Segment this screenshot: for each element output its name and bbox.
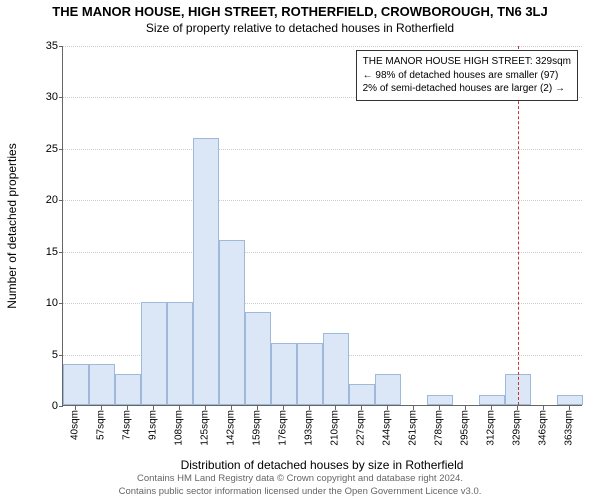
bar <box>141 302 167 405</box>
xtick-label: 363sqm <box>564 410 575 446</box>
xtick-label: 40sqm <box>70 410 81 440</box>
ytick-mark <box>59 355 63 356</box>
xtick-label: 159sqm <box>252 410 263 446</box>
bar <box>219 240 245 405</box>
bar <box>193 138 219 405</box>
bar <box>167 302 193 405</box>
x-axis-label: Distribution of detached houses by size … <box>181 458 464 472</box>
info-line: THE MANOR HOUSE HIGH STREET: 329sqm <box>363 55 571 69</box>
bar <box>375 374 401 405</box>
xtick-label: 261sqm <box>408 410 419 446</box>
xtick-label: 295sqm <box>460 410 471 446</box>
ytick-mark <box>59 46 63 47</box>
xtick-label: 227sqm <box>356 410 367 446</box>
xtick-label: 74sqm <box>122 410 133 440</box>
xtick-label: 142sqm <box>226 410 237 446</box>
info-line: ← 98% of detached houses are smaller (97… <box>363 69 571 83</box>
ytick-mark <box>59 200 63 201</box>
ytick-mark <box>59 149 63 150</box>
bar <box>557 395 583 405</box>
bar <box>323 333 349 405</box>
bar <box>479 395 505 405</box>
footer-line-1: Contains HM Land Registry data © Crown c… <box>119 473 482 485</box>
ytick-mark <box>59 303 63 304</box>
xtick-label: 312sqm <box>486 410 497 446</box>
xtick-label: 193sqm <box>304 410 315 446</box>
title-sub: Size of property relative to detached ho… <box>0 19 600 39</box>
y-axis-label: Number of detached properties <box>5 143 19 308</box>
xtick-label: 57sqm <box>96 410 107 440</box>
xtick-label: 108sqm <box>174 410 185 446</box>
bar <box>63 364 89 405</box>
ytick-mark <box>59 252 63 253</box>
xtick-label: 176sqm <box>278 410 289 446</box>
bar <box>245 312 271 405</box>
xtick-label: 346sqm <box>538 410 549 446</box>
ytick-label: 30 <box>28 91 58 103</box>
ytick-mark <box>59 97 63 98</box>
info-line: 2% of semi-detached houses are larger (2… <box>363 82 571 96</box>
xtick-label: 244sqm <box>382 410 393 446</box>
xtick-label: 125sqm <box>200 410 211 446</box>
gridline <box>63 149 582 150</box>
ytick-mark <box>59 406 63 407</box>
ytick-label: 10 <box>28 297 58 309</box>
bar <box>427 395 453 405</box>
ytick-label: 20 <box>28 194 58 206</box>
ytick-label: 0 <box>28 400 58 412</box>
ytick-label: 35 <box>28 40 58 52</box>
plot-area: THE MANOR HOUSE HIGH STREET: 329sqm← 98%… <box>62 46 582 406</box>
xtick-label: 329sqm <box>512 410 523 446</box>
chart-area: THE MANOR HOUSE HIGH STREET: 329sqm← 98%… <box>62 46 582 406</box>
gridline <box>63 46 582 47</box>
info-box: THE MANOR HOUSE HIGH STREET: 329sqm← 98%… <box>356 50 578 101</box>
footer-text: Contains HM Land Registry data © Crown c… <box>119 473 482 498</box>
bar <box>89 364 115 405</box>
xtick-label: 210sqm <box>330 410 341 446</box>
ytick-label: 25 <box>28 143 58 155</box>
bar <box>271 343 297 405</box>
bar <box>115 374 141 405</box>
xtick-label: 278sqm <box>434 410 445 446</box>
bar <box>297 343 323 405</box>
title-main: THE MANOR HOUSE, HIGH STREET, ROTHERFIEL… <box>0 0 600 19</box>
ytick-label: 15 <box>28 246 58 258</box>
gridline <box>63 252 582 253</box>
gridline <box>63 200 582 201</box>
xtick-label: 91sqm <box>148 410 159 440</box>
ytick-label: 5 <box>28 349 58 361</box>
chart-container: THE MANOR HOUSE, HIGH STREET, ROTHERFIEL… <box>0 0 600 500</box>
footer-line-2: Contains public sector information licen… <box>119 486 482 498</box>
bar <box>349 384 375 405</box>
